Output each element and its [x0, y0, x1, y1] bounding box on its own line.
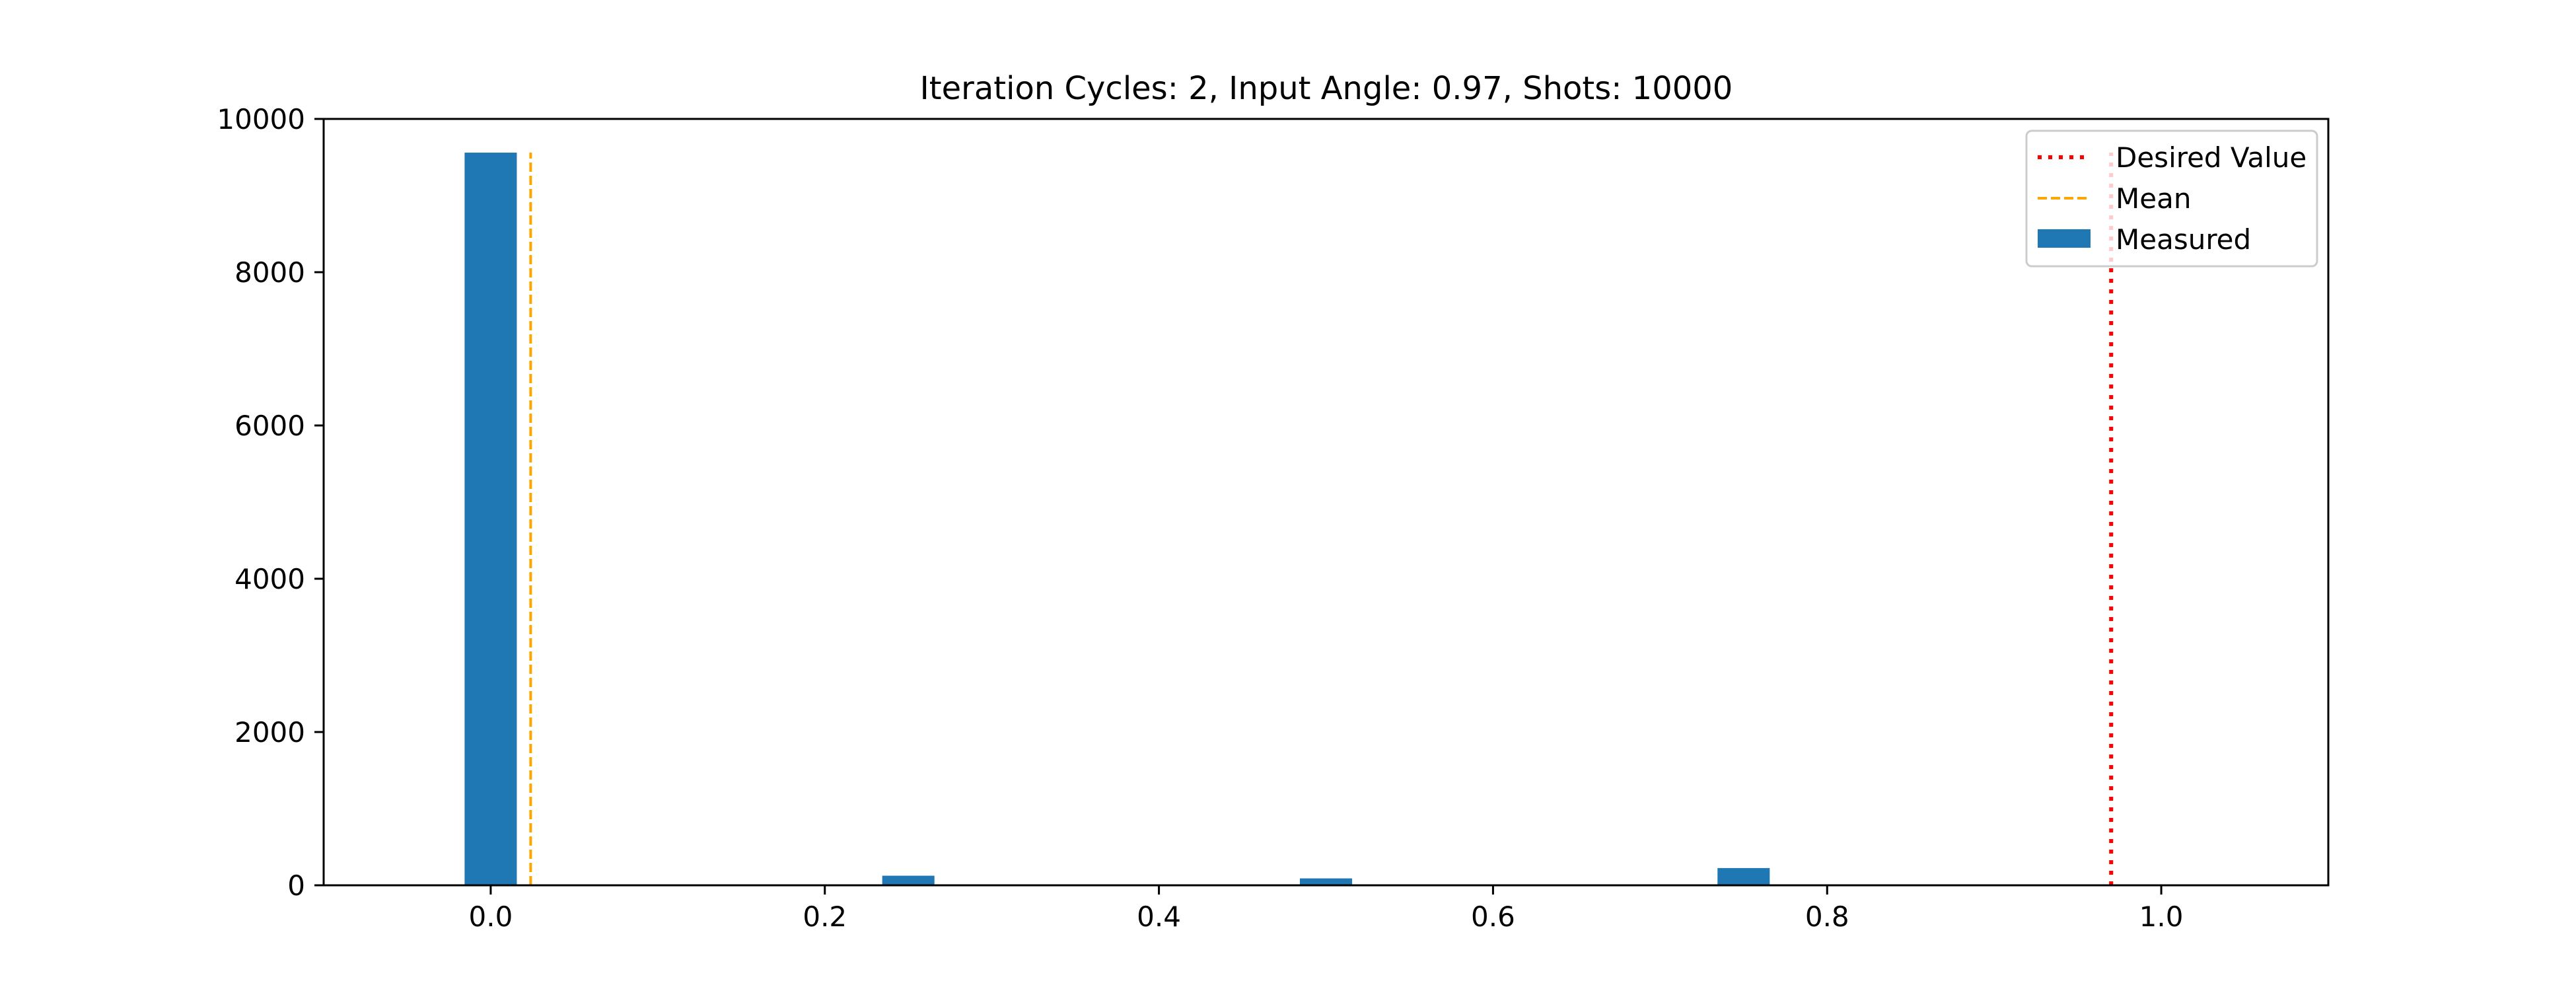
x-tick-label: 0.6 — [1471, 900, 1515, 933]
chart-title: Iteration Cycles: 2, Input Angle: 0.97, … — [920, 70, 1733, 107]
x-tick-label: 1.0 — [2139, 900, 2184, 933]
legend-frame — [2025, 129, 2318, 268]
x-axis: 0.0 0.2 0.4 0.6 0.8 1.0 — [469, 885, 2184, 933]
y-tick-label: 6000 — [234, 410, 305, 442]
x-tick-label: 0.2 — [803, 900, 847, 933]
legend-desired-value-label: Desired Value — [2116, 141, 2307, 174]
y-axis: 0 2000 4000 6000 8000 10000 — [217, 103, 324, 902]
x-tick-label: 0.4 — [1137, 900, 1181, 933]
legend: Desired Value Mean Measured — [2025, 129, 2318, 268]
bar — [882, 875, 935, 885]
bar — [1717, 867, 1770, 885]
legend-measured-swatch — [2038, 229, 2091, 248]
bars-layer — [464, 153, 1770, 885]
legend-measured-label: Measured — [2116, 223, 2251, 256]
plot-area-frame — [322, 118, 2330, 887]
x-tick-label: 0.8 — [1805, 900, 1849, 933]
reference-lines-layer — [529, 153, 2114, 885]
y-tick-label: 0 — [287, 869, 305, 902]
y-tick-label: 2000 — [234, 716, 305, 749]
x-tick-label: 0.0 — [469, 900, 513, 933]
bar — [464, 153, 517, 885]
bar — [1299, 878, 1353, 885]
y-tick-label: 8000 — [234, 256, 305, 289]
y-tick-label: 10000 — [217, 103, 305, 135]
legend-mean-label: Mean — [2116, 182, 2191, 215]
y-tick-label: 4000 — [234, 563, 305, 595]
